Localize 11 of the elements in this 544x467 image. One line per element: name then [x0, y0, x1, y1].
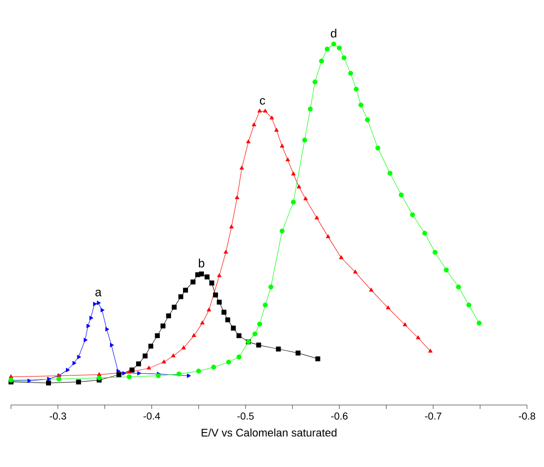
x-tick-label: -0.4: [144, 412, 160, 420]
annotation: b: [198, 258, 204, 268]
x-tick-label: -0.6: [331, 412, 348, 420]
annotation: d: [330, 28, 336, 38]
x-tick-label: -0.7: [424, 412, 442, 420]
x-tick-label: -0.8: [518, 412, 536, 420]
x-tick-label: -0.3: [50, 412, 66, 420]
annotation: a: [95, 290, 102, 296]
x-tick-label: -0.5: [237, 412, 254, 420]
annotation: c: [260, 98, 266, 105]
x-axis-title: E/V vs Calomelan saturated: [202, 428, 336, 437]
